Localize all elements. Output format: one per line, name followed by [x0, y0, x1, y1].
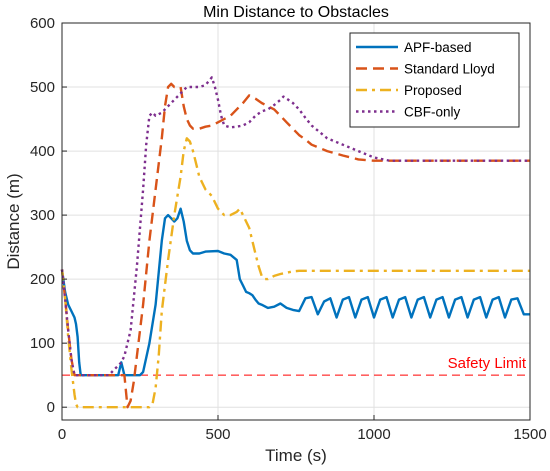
y-tick-label: 500 — [30, 79, 55, 96]
series-layer — [60, 76, 530, 409]
y-tick-label: 200 — [30, 271, 55, 288]
tick-layer: 0 500 1000 1500 0 100 200 300 400 500 600 — [30, 15, 547, 443]
y-tick-label: 0 — [47, 399, 55, 416]
legend-box — [349, 32, 520, 128]
series-line-proposed — [60, 137, 530, 409]
x-tick-label: 0 — [58, 426, 66, 443]
series-line-cbf-only — [60, 76, 530, 377]
x-tick-label: 1500 — [513, 426, 546, 443]
legend-label: APF-based — [404, 40, 472, 55]
x-axis-title: Time (s) — [265, 446, 327, 465]
legend-label: Proposed — [404, 83, 462, 98]
legend: APF-based Standard Lloyd Proposed CBF-only — [349, 32, 520, 128]
chart-title: Min Distance to Obstacles — [203, 4, 389, 21]
x-tick-label: 1000 — [357, 426, 390, 443]
y-axis-title: Distance (m) — [4, 173, 23, 269]
safety-limit-label: Safety Limit — [448, 355, 527, 372]
series-line-apf-based — [60, 207, 530, 377]
x-tick-label: 500 — [205, 426, 230, 443]
legend-label: Standard Lloyd — [404, 62, 495, 77]
y-tick-label: 300 — [30, 207, 55, 224]
y-tick-label: 400 — [30, 143, 55, 160]
y-tick-label: 600 — [30, 15, 55, 32]
legend-label: CBF-only — [404, 105, 461, 120]
series-line-standard-lloyd — [60, 82, 530, 409]
plot-frame — [61, 22, 531, 421]
y-tick-label: 100 — [30, 335, 55, 352]
